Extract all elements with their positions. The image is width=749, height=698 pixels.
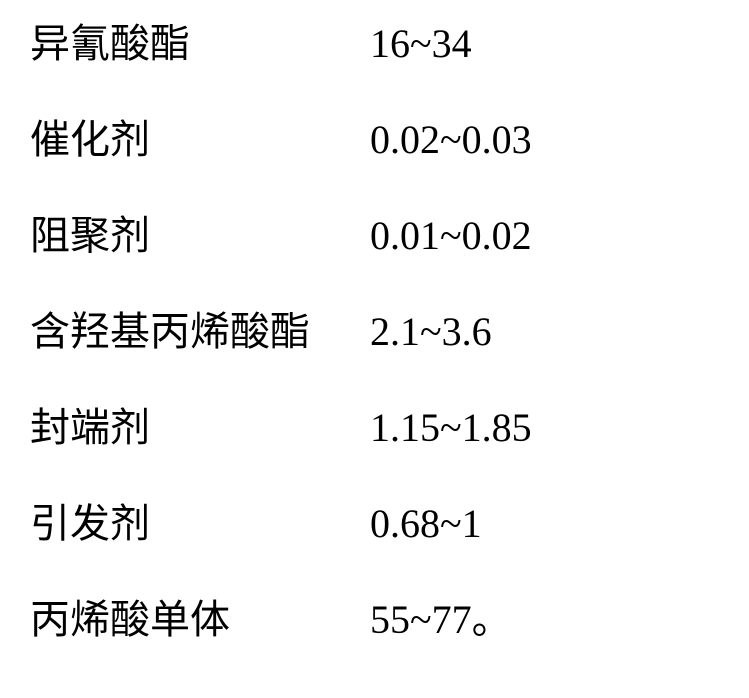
component-value: 0.68~1 bbox=[370, 500, 482, 548]
component-value: 2.1~3.6 bbox=[370, 308, 492, 356]
table-row: 阻聚剂 0.01~0.02 bbox=[30, 212, 719, 260]
component-value: 0.01~0.02 bbox=[370, 212, 532, 260]
table-row: 含羟基丙烯酸酯 2.1~3.6 bbox=[30, 308, 719, 356]
table-row: 引发剂 0.68~1 bbox=[30, 500, 719, 548]
component-label: 引发剂 bbox=[30, 500, 370, 548]
component-label: 阻聚剂 bbox=[30, 212, 370, 260]
component-value: 1.15~1.85 bbox=[370, 404, 532, 452]
table-row: 催化剂 0.02~0.03 bbox=[30, 116, 719, 164]
component-value: 55~77。 bbox=[370, 596, 512, 644]
component-value: 0.02~0.03 bbox=[370, 116, 532, 164]
table-row: 丙烯酸单体 55~77。 bbox=[30, 596, 719, 644]
composition-table: 异氰酸酯 16~34 催化剂 0.02~0.03 阻聚剂 0.01~0.02 含… bbox=[30, 20, 719, 644]
component-label: 丙烯酸单体 bbox=[30, 596, 370, 644]
component-value: 16~34 bbox=[370, 20, 472, 68]
table-row: 异氰酸酯 16~34 bbox=[30, 20, 719, 68]
component-label: 异氰酸酯 bbox=[30, 20, 370, 68]
component-label: 封端剂 bbox=[30, 404, 370, 452]
component-label: 催化剂 bbox=[30, 116, 370, 164]
component-label: 含羟基丙烯酸酯 bbox=[30, 308, 370, 356]
table-row: 封端剂 1.15~1.85 bbox=[30, 404, 719, 452]
